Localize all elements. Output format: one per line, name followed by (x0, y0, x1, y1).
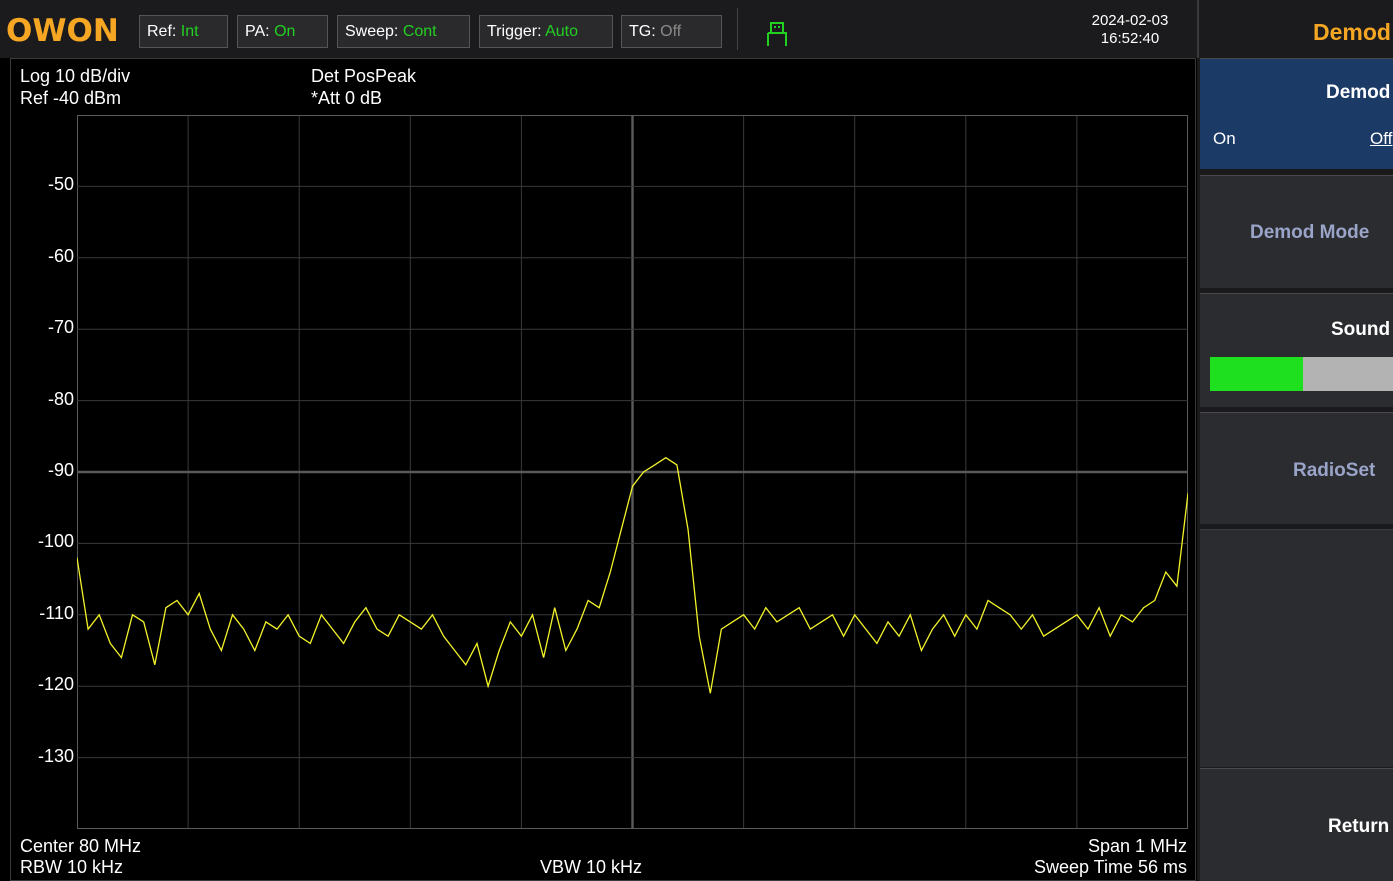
radioset-softkey[interactable]: RadioSet (1200, 412, 1393, 524)
y-tick-label: -130 (37, 745, 74, 766)
y-tick-label: -100 (37, 531, 74, 552)
owon-logo: OWON (6, 13, 119, 49)
return-softkey[interactable]: Return (1200, 768, 1393, 881)
attenuation-info: *Att 0 dB (311, 88, 383, 108)
sound-volume-fill (1210, 357, 1303, 391)
y-tick-label: -50 (47, 174, 74, 195)
graticule-grid (77, 115, 1188, 829)
demod-toggle-softkey[interactable]: Demod On Off (1200, 58, 1393, 169)
y-tick-label: -120 (37, 674, 74, 695)
ref-level-info: Ref -40 dBm (20, 88, 122, 108)
tg-status-button[interactable]: TG: Off (621, 15, 722, 48)
tg-label: TG: (629, 23, 656, 40)
tg-value: Off (660, 23, 682, 40)
sweep-time-info: Sweep Time 56 ms (1033, 857, 1187, 877)
ref-label: Ref: (147, 23, 177, 40)
radioset-title: RadioSet (1293, 460, 1376, 481)
y-tick-label: -110 (39, 602, 74, 623)
softkey-panel: Demod On Off Demod Mode Sound RadioSet R… (1197, 58, 1393, 881)
y-tick-label: -70 (47, 317, 74, 338)
detector-info: Det PosPeak (311, 66, 417, 86)
trigger-label: Trigger: (487, 23, 542, 40)
demod-off-option[interactable]: Off (1370, 129, 1393, 148)
sweep-value: Cont (402, 23, 437, 40)
menu-title: Demod (1313, 19, 1391, 45)
span-info: Span 1 MHz (1087, 836, 1187, 856)
datetime: 2024-02-03 16:52:40 (1068, 12, 1192, 48)
sound-softkey[interactable]: Sound (1200, 293, 1393, 407)
empty-softkey (1200, 529, 1393, 767)
trigger-value: Auto (545, 23, 579, 40)
date-text: 2024-02-03 (1091, 12, 1169, 29)
demod-on-option[interactable]: On (1213, 129, 1236, 148)
demod-softkey-title: Demod (1326, 82, 1391, 103)
sweep-label: Sweep: (345, 23, 399, 40)
sound-title: Sound (1331, 319, 1391, 340)
pa-label: PA: (245, 23, 270, 40)
trigger-status-button[interactable]: Trigger: Auto (479, 15, 613, 48)
sweep-status-button[interactable]: Sweep: Cont (337, 15, 470, 48)
top-status-bar: OWON Ref: Int PA: On Sweep: Cont Trigger… (0, 0, 1393, 58)
menu-title-bar: Demod (1197, 0, 1393, 58)
sound-volume-slider[interactable] (1210, 357, 1393, 391)
ref-value: Int (180, 23, 199, 40)
usb-icon (767, 22, 787, 46)
ref-status-button[interactable]: Ref: Int (139, 15, 228, 48)
y-tick-label: -80 (47, 388, 74, 409)
spectrum-plot[interactable] (77, 115, 1188, 829)
spectrum-trace (77, 456, 1188, 694)
y-tick-label: -60 (47, 245, 74, 266)
scale-info: Log 10 dB/div (20, 66, 131, 86)
return-title: Return (1328, 816, 1390, 837)
pa-status-button[interactable]: PA: On (237, 15, 328, 48)
topbar-divider (737, 8, 738, 50)
spectrum-display[interactable] (10, 58, 1196, 881)
time-text: 16:52:40 (1100, 30, 1160, 47)
demod-mode-title: Demod Mode (1250, 222, 1370, 243)
demod-mode-softkey[interactable]: Demod Mode (1200, 175, 1393, 288)
pa-value: On (274, 23, 296, 40)
center-frequency-info: Center 80 MHz (20, 836, 142, 856)
y-tick-label: -90 (47, 460, 74, 480)
rbw-info: RBW 10 kHz (20, 857, 124, 877)
vbw-info: VBW 10 kHz (540, 857, 643, 877)
